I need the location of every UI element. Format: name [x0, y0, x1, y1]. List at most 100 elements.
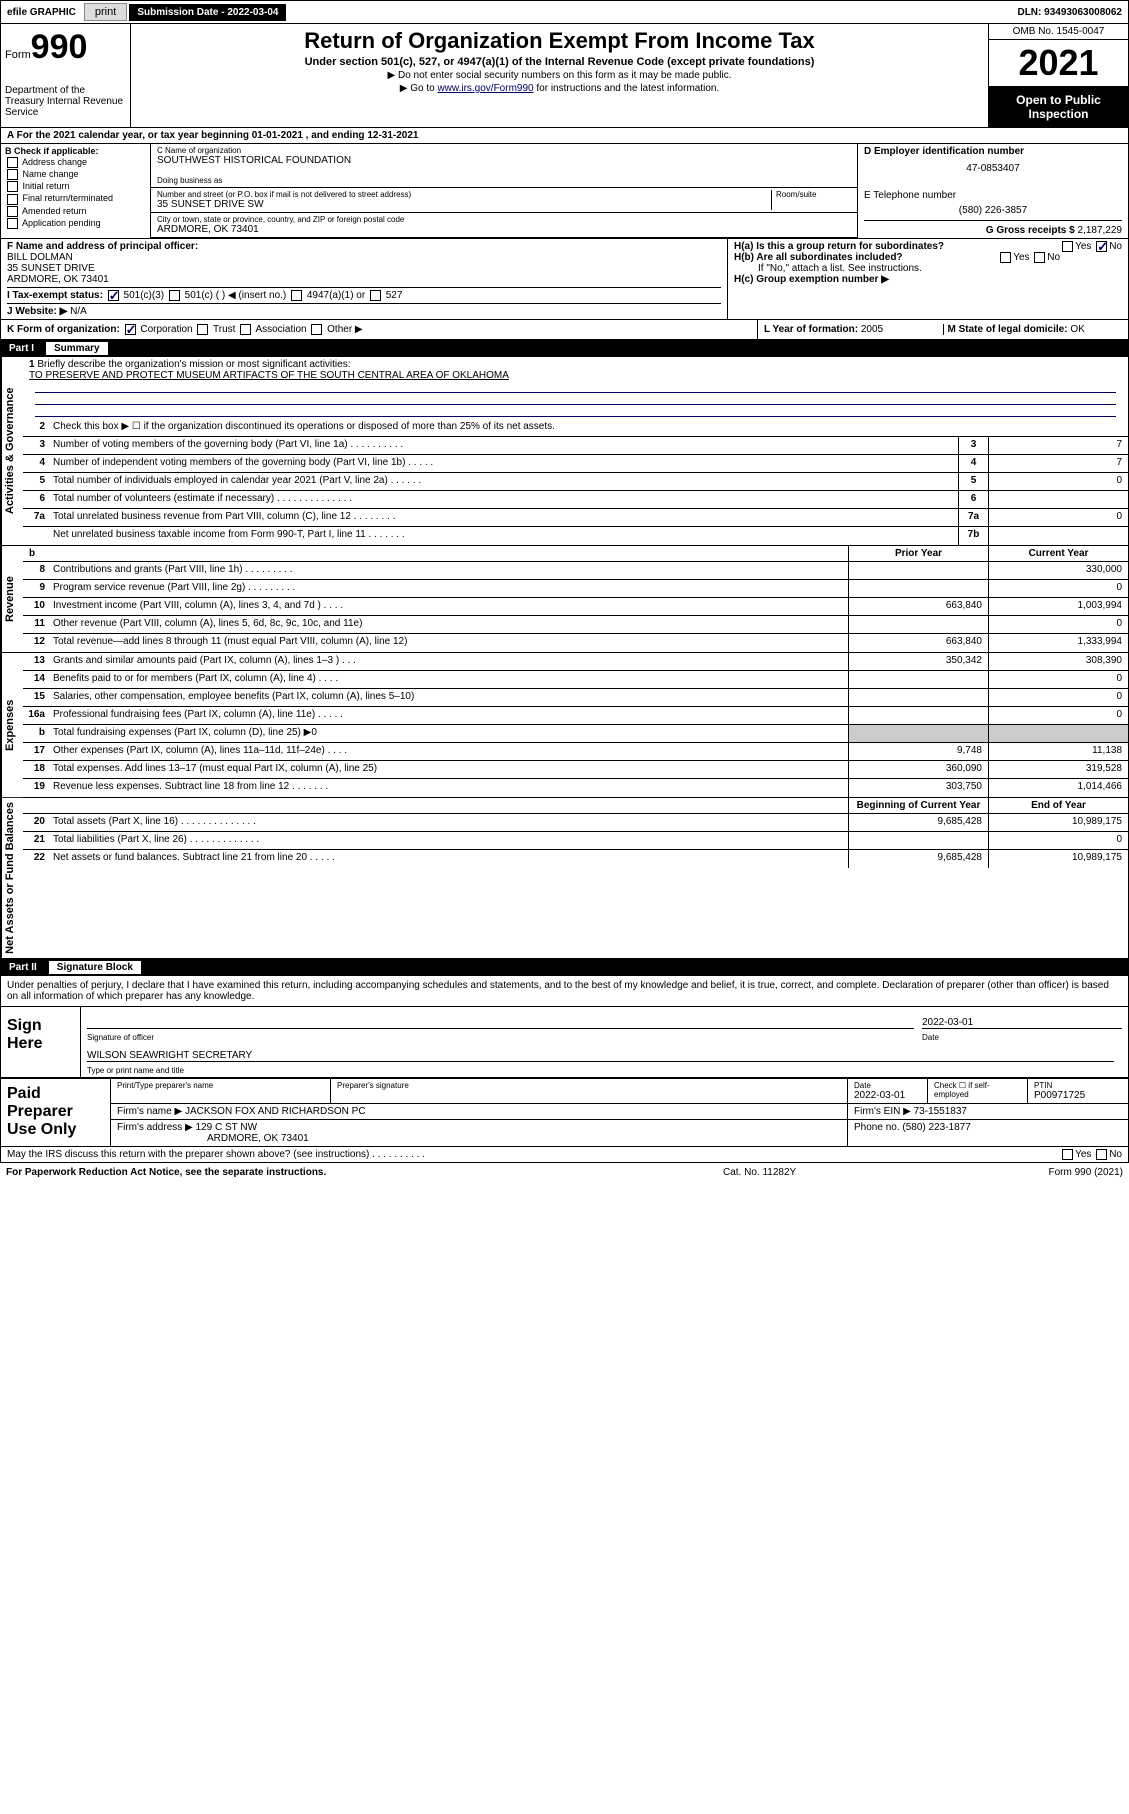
- amended-return-checkbox[interactable]: [7, 206, 18, 217]
- s6-val: [988, 491, 1128, 508]
- self-emp-label: Check ☐ if self-employed: [928, 1079, 1028, 1103]
- m-value: OK: [1070, 324, 1084, 335]
- officer-addr2: ARDMORE, OK 73401: [7, 274, 721, 285]
- firm-addr2: ARDMORE, OK 73401: [117, 1133, 309, 1144]
- s3-val: 7: [988, 437, 1128, 454]
- form-title: Return of Organization Exempt From Incom…: [135, 28, 984, 54]
- end-year-hdr: End of Year: [988, 798, 1128, 813]
- submission-date: Submission Date - 2022-03-04: [129, 4, 286, 21]
- s7a-val: 0: [988, 509, 1128, 526]
- website-value: N/A: [70, 306, 87, 317]
- dept-label: Department of the Treasury Internal Reve…: [5, 85, 126, 118]
- s21-curr: 0: [988, 832, 1128, 849]
- firm-ein: 73-1551837: [914, 1106, 967, 1117]
- org-name: SOUTHWEST HISTORICAL FOUNDATION: [157, 155, 851, 166]
- footer-right: Form 990 (2021): [923, 1167, 1123, 1178]
- officer-label: F Name and address of principal officer:: [7, 241, 721, 252]
- hb-no-checkbox[interactable]: [1034, 252, 1045, 263]
- ha-yes-checkbox[interactable]: [1062, 241, 1073, 252]
- s15-curr: 0: [988, 689, 1128, 706]
- part1-title: Summary: [46, 342, 108, 355]
- footer-mid: Cat. No. 11282Y: [723, 1167, 923, 1178]
- gross-value: 2,187,229: [1078, 225, 1123, 236]
- tel-value: (580) 226-3857: [864, 205, 1122, 216]
- room-label: Room/suite: [776, 190, 851, 199]
- form-org-label: K Form of organization:: [7, 324, 120, 335]
- paid-preparer-block: Paid Preparer Use Only Print/Type prepar…: [1, 1078, 1128, 1146]
- note2-post: for instructions and the latest informat…: [534, 83, 720, 94]
- 501c-checkbox[interactable]: [169, 290, 180, 301]
- hb-yes-checkbox[interactable]: [1000, 252, 1011, 263]
- 4947-checkbox[interactable]: [291, 290, 302, 301]
- sig-date-val: 2022-03-01: [922, 1017, 1122, 1029]
- instructions-link[interactable]: www.irs.gov/Form990: [437, 83, 533, 94]
- discuss-yes-checkbox[interactable]: [1062, 1149, 1073, 1160]
- ein-value: 47-0853407: [864, 163, 1122, 174]
- 501c3-checkbox[interactable]: [108, 290, 119, 301]
- dba-label: Doing business as: [157, 176, 851, 185]
- paid-label: Paid Preparer Use Only: [1, 1079, 111, 1146]
- dln: DLN: 93493063008062: [1011, 5, 1128, 20]
- part1-header: Part I Summary: [1, 340, 1128, 357]
- corp-checkbox[interactable]: [125, 324, 136, 335]
- other-checkbox[interactable]: [311, 324, 322, 335]
- col-b-title: B Check if applicable:: [5, 146, 146, 156]
- s7b-text: Net unrelated business taxable income fr…: [49, 527, 958, 545]
- city-label: City or town, state or province, country…: [157, 215, 851, 224]
- s16a-curr: 0: [988, 707, 1128, 724]
- s11-curr: 0: [988, 616, 1128, 633]
- prep-sig-label: Preparer's signature: [331, 1079, 848, 1103]
- part2-title: Signature Block: [49, 961, 141, 974]
- initial-return-checkbox[interactable]: [7, 181, 18, 192]
- s10-curr: 1,003,994: [988, 598, 1128, 615]
- ha-no-checkbox[interactable]: [1096, 241, 1107, 252]
- l-value: 2005: [861, 324, 883, 335]
- print-button[interactable]: print: [84, 3, 127, 21]
- tax-exempt-label: I Tax-exempt status:: [7, 290, 103, 301]
- discuss-no-checkbox[interactable]: [1096, 1149, 1107, 1160]
- may-discuss-row: May the IRS discuss this return with the…: [1, 1146, 1128, 1162]
- assoc-checkbox[interactable]: [240, 324, 251, 335]
- address-change-checkbox[interactable]: [7, 157, 18, 168]
- col-b-checkboxes: B Check if applicable: Address change Na…: [1, 144, 151, 238]
- ptin-value: P00971725: [1034, 1090, 1122, 1101]
- sig-officer-label: Signature of officer: [87, 1033, 922, 1042]
- ein-label: D Employer identification number: [864, 146, 1122, 157]
- row-a-period: A For the 2021 calendar year, or tax yea…: [1, 128, 1128, 144]
- trust-checkbox[interactable]: [197, 324, 208, 335]
- open-inspection: Open to Public Inspection: [989, 87, 1128, 127]
- signature-block: Under penalties of perjury, I declare th…: [1, 976, 1128, 1078]
- org-name-label: C Name of organization: [157, 146, 851, 155]
- h-note: If "No," attach a list. See instructions…: [734, 263, 1122, 274]
- mission-text: TO PRESERVE AND PROTECT MUSEUM ARTIFACTS…: [29, 370, 509, 381]
- officer-addr1: 35 SUNSET DRIVE: [7, 263, 721, 274]
- footer: For Paperwork Reduction Act Notice, see …: [0, 1163, 1129, 1182]
- expenses-block: Expenses 13Grants and similar amounts pa…: [1, 653, 1128, 798]
- name-title-label: Type or print name and title: [87, 1066, 184, 1075]
- s9-curr: 0: [988, 580, 1128, 597]
- officer-name: BILL DOLMAN: [7, 252, 721, 263]
- street-label: Number and street (or P.O. box if mail i…: [157, 190, 771, 199]
- name-change-checkbox[interactable]: [7, 169, 18, 180]
- app-pending-checkbox[interactable]: [7, 218, 18, 229]
- s17-curr: 11,138: [988, 743, 1128, 760]
- top-bar: efile GRAPHIC print Submission Date - 20…: [1, 1, 1128, 24]
- side-net: Net Assets or Fund Balances: [1, 798, 23, 958]
- row-f-h: F Name and address of principal officer:…: [1, 239, 1128, 320]
- firm-addr1: 129 C ST NW: [196, 1122, 258, 1133]
- form-subtitle: Under section 501(c), 527, or 4947(a)(1)…: [135, 56, 984, 68]
- 527-checkbox[interactable]: [370, 290, 381, 301]
- s12-curr: 1,333,994: [988, 634, 1128, 652]
- side-gov: Activities & Governance: [1, 357, 23, 545]
- final-return-checkbox[interactable]: [7, 194, 18, 205]
- s18-curr: 319,528: [988, 761, 1128, 778]
- s4-text: Number of independent voting members of …: [49, 455, 958, 472]
- s22-curr: 10,989,175: [988, 850, 1128, 868]
- city-value: ARDMORE, OK 73401: [157, 224, 851, 235]
- s8-curr: 330,000: [988, 562, 1128, 579]
- m-label: M State of legal domicile:: [948, 324, 1068, 335]
- form-prefix: Form: [5, 49, 31, 61]
- s13-curr: 308,390: [988, 653, 1128, 670]
- footer-left: For Paperwork Reduction Act Notice, see …: [6, 1167, 723, 1178]
- may-discuss-text: May the IRS discuss this return with the…: [7, 1149, 1060, 1160]
